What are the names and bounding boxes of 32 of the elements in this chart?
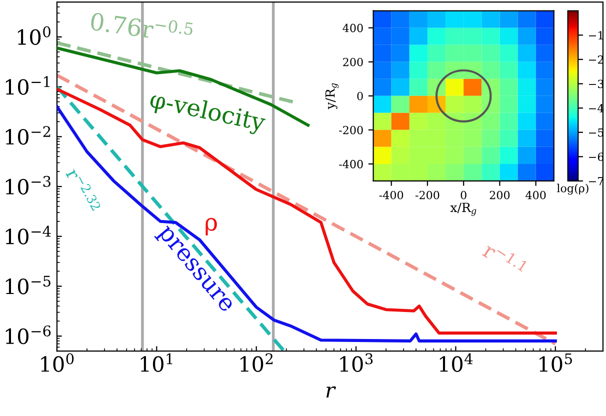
color-bar-title: log(ρ) — [557, 184, 588, 195]
y-tick-label: 10$^{−4}$ — [6, 226, 51, 244]
y-tick-label: -200 — [339, 126, 363, 134]
y-axis-title: y/R$_{g}$ — [325, 83, 338, 110]
x-tick-label: 10$^{0}$ — [41, 353, 74, 372]
y-tick-label: 10$^{−5}$ — [6, 276, 50, 294]
y-tick-label: 400 — [342, 24, 363, 32]
color-bar-label: −1 — [589, 31, 603, 40]
x-tick-label: 0 — [460, 190, 466, 200]
x-tick-label: 10$^{4}$ — [440, 353, 473, 372]
x-tick-label: 10$^{5}$ — [540, 353, 572, 372]
x-tick-label: 10$^{2}$ — [240, 353, 273, 372]
x-tick-label: 400 — [526, 190, 546, 200]
x-tick-label: 200 — [490, 190, 510, 200]
x-tick-label: 10$^{1}$ — [140, 353, 172, 372]
y-tick-label: 0 — [357, 92, 363, 100]
text: φ-velocity — [148, 89, 267, 136]
x-tick-label: -200 — [415, 190, 440, 200]
y-tick-label: 10$^{−2}$ — [6, 126, 50, 145]
x-tick-label: -400 — [379, 190, 404, 200]
text: 0.76r$^{−0.5}$ — [90, 8, 194, 44]
x-axis-title: r — [326, 386, 336, 398]
text: r$^{−1.1}$ — [482, 239, 528, 278]
y-tick-label: 10$^{0}$ — [18, 26, 50, 45]
text: r$^{−2.32}$ — [66, 166, 102, 214]
x-axis-title: x/R$_{g}$ — [450, 202, 476, 216]
y-tick-label: 10$^{−1}$ — [6, 76, 50, 95]
x-tick-label: 10$^{3}$ — [340, 353, 373, 372]
y-tick-label: 10$^{−3}$ — [6, 176, 50, 195]
y-tick-label: 10$^{−6}$ — [6, 325, 51, 344]
y-tick-label: -400 — [339, 160, 363, 168]
y-tick-label: 200 — [343, 58, 363, 66]
